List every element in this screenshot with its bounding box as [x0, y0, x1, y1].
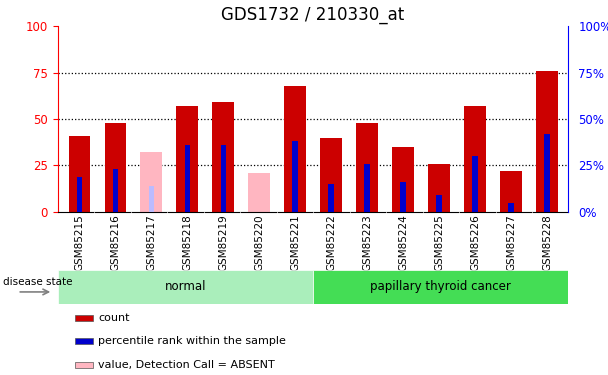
Text: percentile rank within the sample: percentile rank within the sample [98, 336, 286, 346]
Bar [320, 138, 342, 212]
Bar [221, 145, 226, 212]
Bar [437, 195, 441, 212]
Bar [212, 102, 234, 212]
Bar [464, 106, 486, 212]
Bar [140, 153, 162, 212]
Bar [292, 141, 298, 212]
Bar [313, 270, 568, 304]
Bar [508, 202, 514, 212]
Bar [77, 177, 82, 212]
Bar [285, 86, 306, 212]
Bar [428, 164, 450, 212]
Title: GDS1732 / 210330_at: GDS1732 / 210330_at [221, 6, 405, 24]
Bar [544, 134, 550, 212]
Bar [364, 164, 370, 212]
Text: normal: normal [165, 280, 206, 293]
Text: value, Detection Call = ABSENT: value, Detection Call = ABSENT [98, 360, 275, 370]
Bar [105, 123, 126, 212]
Bar [328, 184, 334, 212]
Text: papillary thyroid cancer: papillary thyroid cancer [370, 280, 511, 293]
Bar [536, 71, 558, 212]
Bar [400, 182, 406, 212]
Text: disease state: disease state [3, 277, 72, 287]
Bar [148, 186, 154, 212]
Bar [356, 123, 378, 212]
Bar [472, 156, 478, 212]
Bar [176, 106, 198, 212]
Bar [75, 315, 93, 321]
Bar [249, 173, 270, 212]
Bar [75, 338, 93, 344]
Bar [112, 169, 118, 212]
Bar [75, 362, 93, 368]
Bar [500, 171, 522, 212]
Text: count: count [98, 313, 130, 323]
Bar [58, 270, 313, 304]
Bar [392, 147, 414, 212]
Bar [185, 145, 190, 212]
Bar [69, 136, 90, 212]
